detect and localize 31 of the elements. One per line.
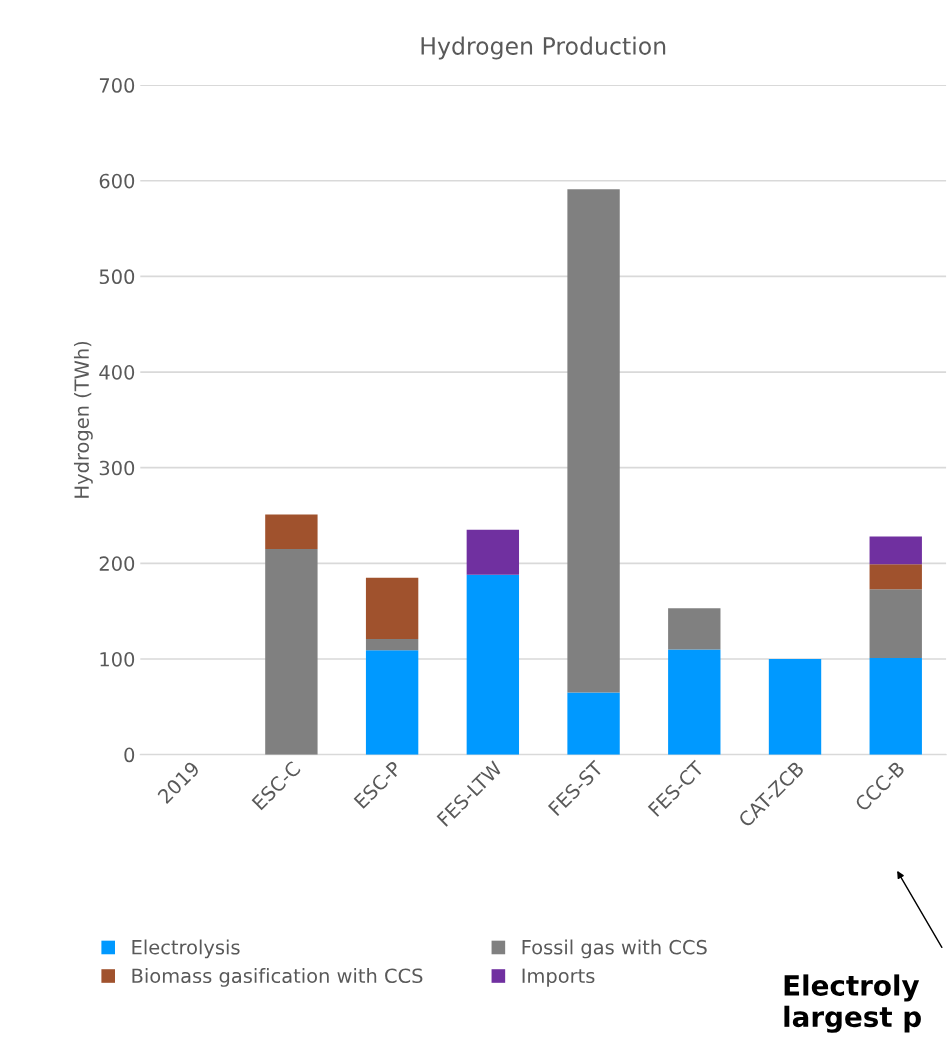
legend-label: Imports bbox=[522, 968, 595, 987]
bar bbox=[668, 649, 721, 755]
y-tick-label: 200 bbox=[99, 556, 135, 571]
text: Electroly largest p bbox=[784, 974, 921, 1033]
legend-label: Electrolysis bbox=[132, 939, 240, 959]
bar bbox=[869, 564, 922, 590]
bar bbox=[466, 529, 520, 575]
bar bbox=[567, 189, 620, 693]
bar bbox=[265, 548, 318, 755]
chart-title: Hydrogen Production bbox=[421, 36, 666, 60]
y-tick-label: 500 bbox=[99, 269, 135, 285]
bar bbox=[567, 692, 620, 755]
y-tick-label: 400 bbox=[99, 365, 135, 380]
bar bbox=[768, 658, 822, 755]
bar bbox=[466, 574, 520, 755]
y-tick-label: 100 bbox=[100, 651, 135, 667]
bar bbox=[869, 589, 922, 659]
y-tick-label: 300 bbox=[99, 460, 135, 476]
y-tick-label: 600 bbox=[99, 173, 135, 189]
bar bbox=[869, 536, 922, 565]
bar bbox=[365, 638, 419, 651]
y-tick-label: 700 bbox=[99, 78, 135, 93]
y-tick-label: 0 bbox=[124, 747, 135, 763]
bar bbox=[869, 658, 922, 755]
bar bbox=[265, 514, 318, 549]
legend-label: Biomass gasification with CCS bbox=[132, 968, 423, 987]
bar bbox=[668, 608, 721, 650]
legend-label: Fossil gas with CCS bbox=[522, 939, 707, 959]
bar bbox=[365, 650, 419, 755]
y-axis-title: Hydrogen (TWh) bbox=[73, 341, 93, 498]
bar bbox=[365, 577, 419, 639]
